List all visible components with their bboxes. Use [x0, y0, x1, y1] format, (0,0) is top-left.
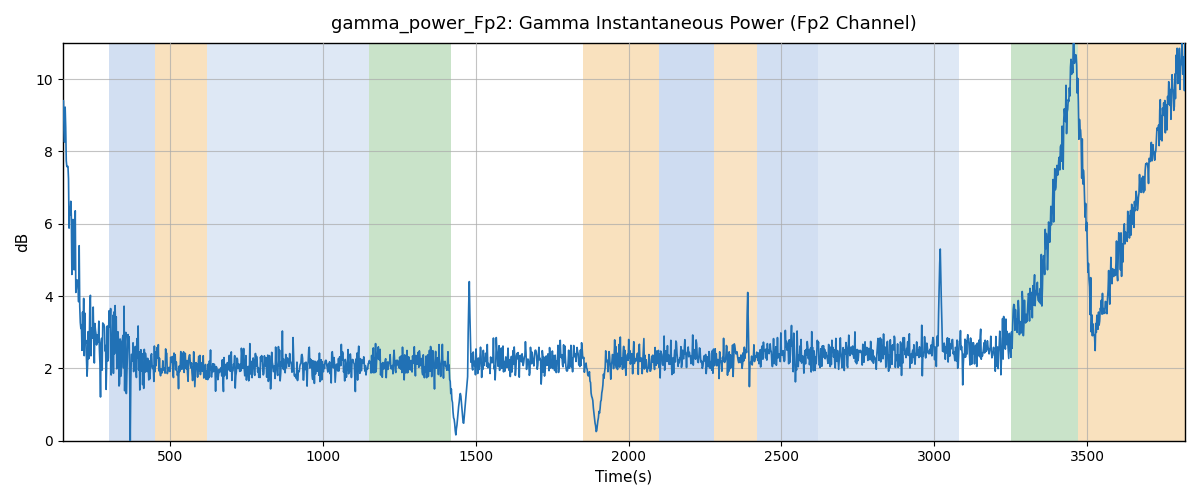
Bar	[904, 43, 959, 440]
Bar	[109, 43, 155, 440]
Bar	[757, 43, 818, 440]
Bar	[206, 43, 246, 440]
Bar	[1010, 43, 1078, 440]
Bar	[583, 43, 659, 440]
Bar	[818, 43, 904, 440]
Bar	[714, 43, 757, 440]
Bar	[659, 43, 714, 440]
X-axis label: Time(s): Time(s)	[595, 470, 653, 485]
Bar	[368, 43, 451, 440]
Bar	[1078, 43, 1186, 440]
Bar	[155, 43, 206, 440]
Title: gamma_power_Fp2: Gamma Instantaneous Power (Fp2 Channel): gamma_power_Fp2: Gamma Instantaneous Pow…	[331, 15, 917, 34]
Bar	[301, 43, 368, 440]
Y-axis label: dB: dB	[16, 232, 30, 252]
Bar	[246, 43, 301, 440]
